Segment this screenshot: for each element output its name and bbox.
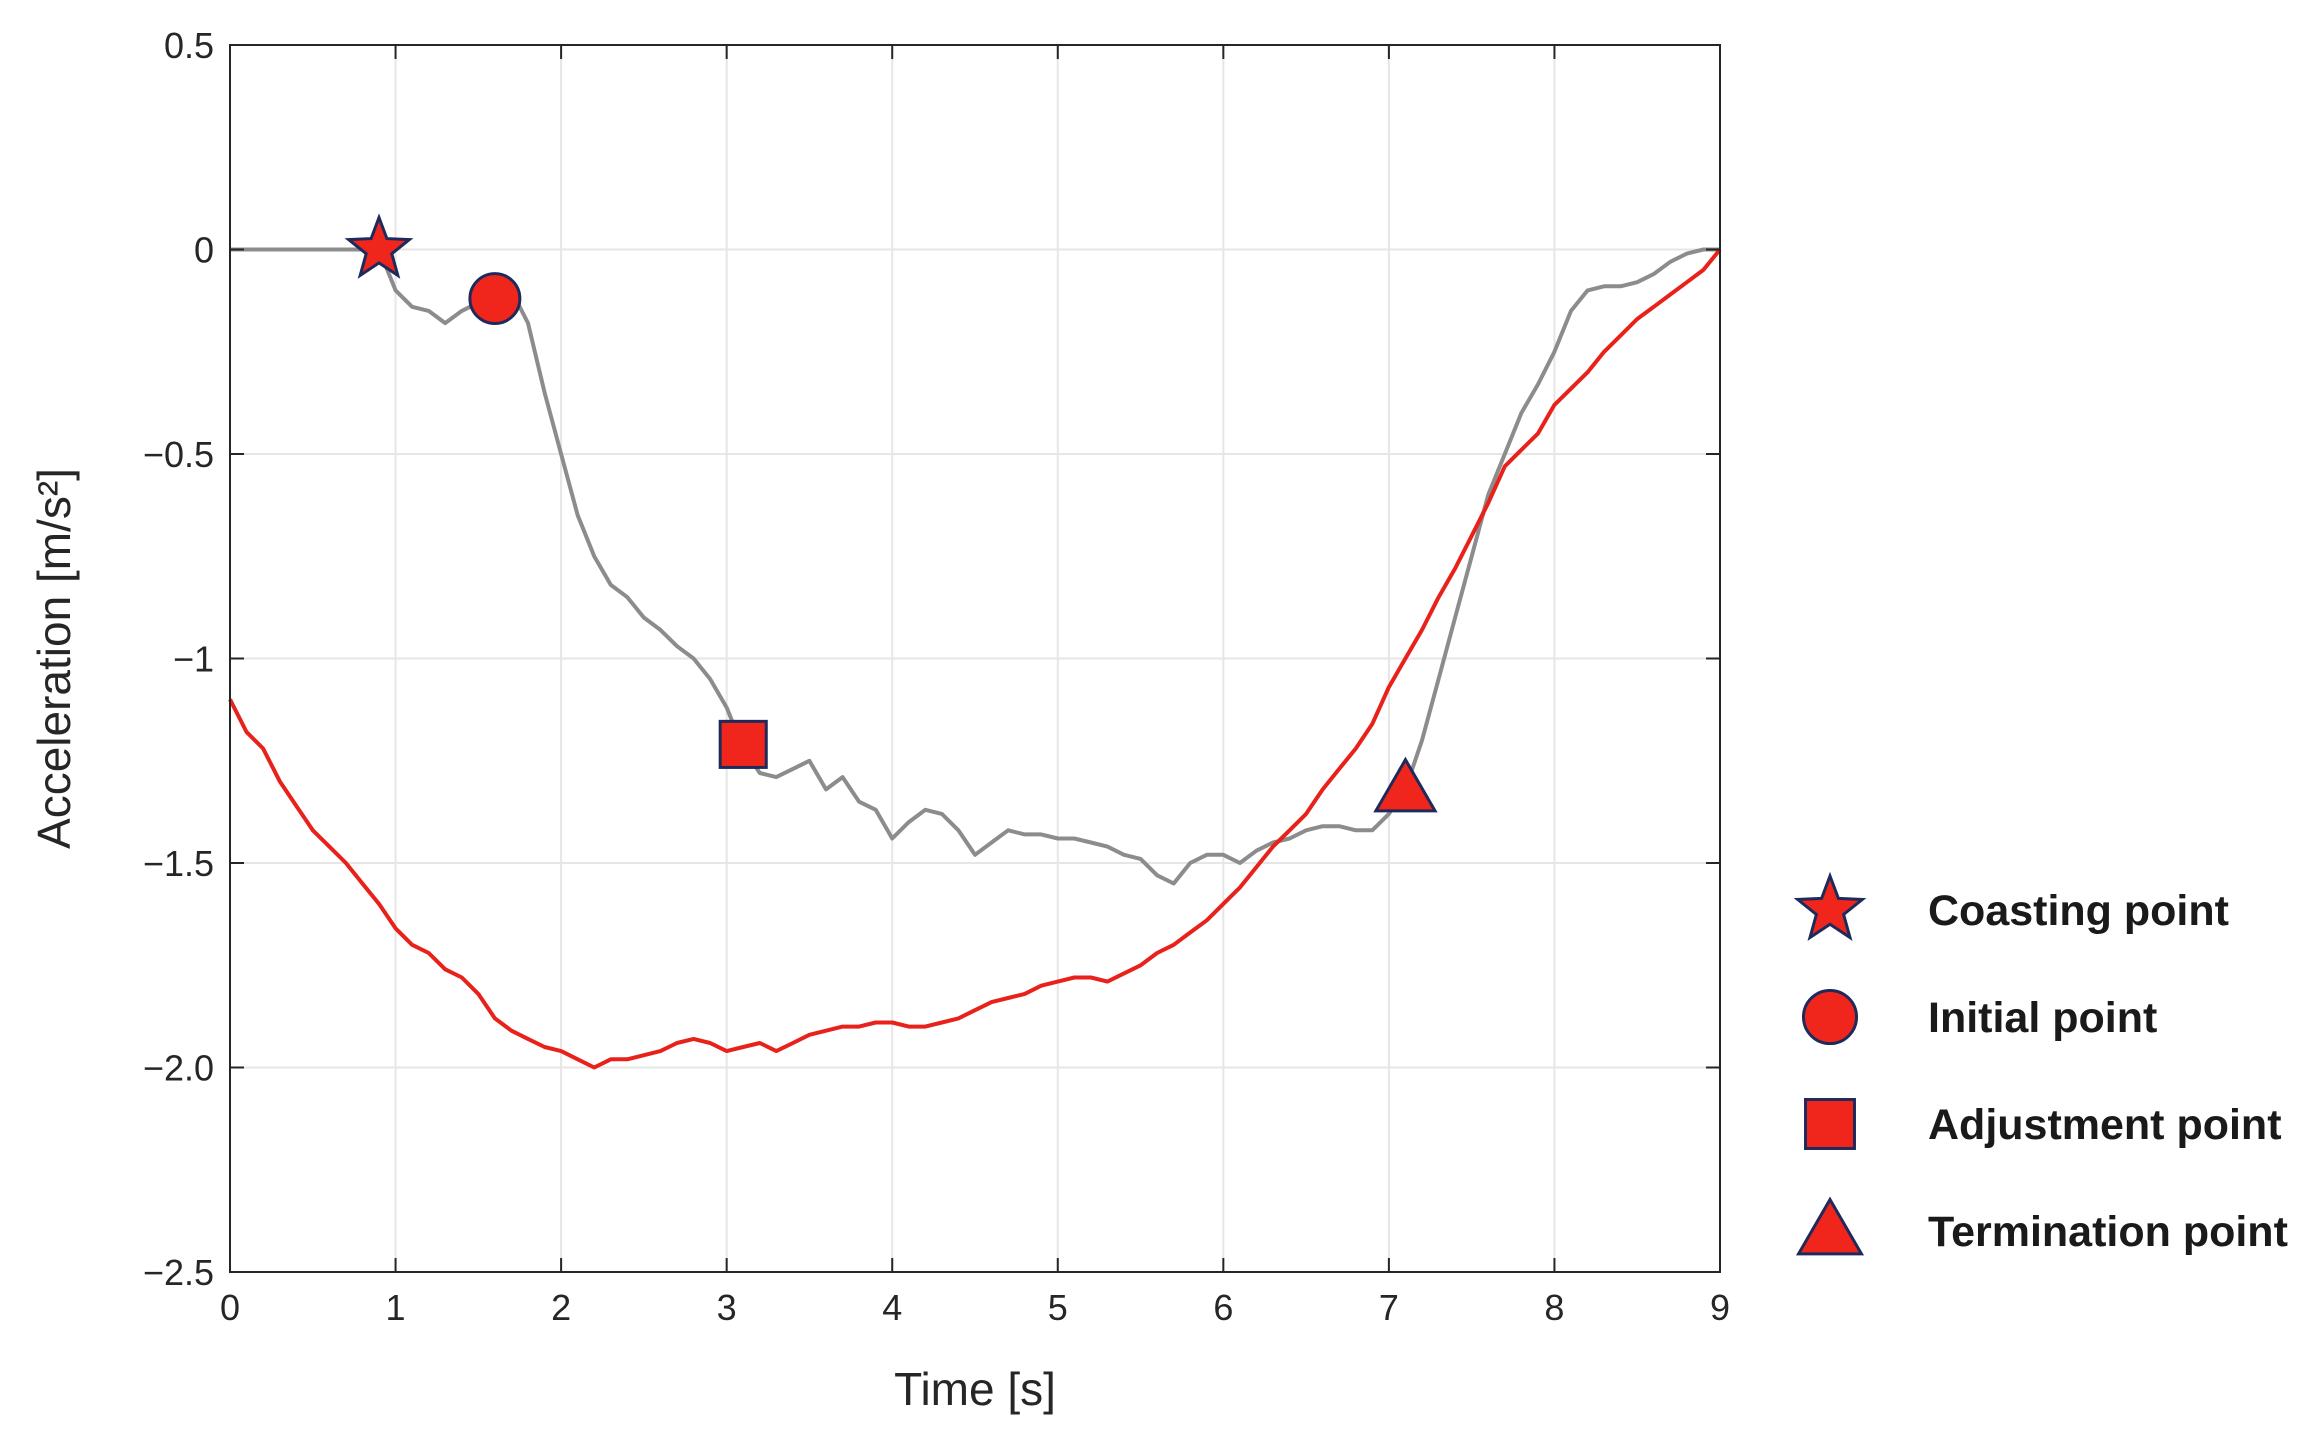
legend-label: Termination point bbox=[1928, 1208, 2288, 1256]
legend: Coasting point Initial point Adjustment po… bbox=[1793, 871, 2288, 1256]
legend-item: Coasting point bbox=[1793, 871, 2229, 941]
legend-triangle-icon bbox=[1795, 1196, 1865, 1256]
legend-label: Initial point bbox=[1928, 994, 2157, 1042]
x-tick-label: 8 bbox=[1544, 1287, 1564, 1328]
marker-layer bbox=[344, 213, 1438, 813]
x-tick-label: 2 bbox=[551, 1287, 571, 1328]
x-axis-label: Time [s] bbox=[894, 1363, 1056, 1415]
x-tick-label: 5 bbox=[1048, 1287, 1068, 1328]
y-tick-label: 0.5 bbox=[164, 25, 214, 66]
legend-label: Coasting point bbox=[1928, 887, 2229, 935]
series-line-2 bbox=[228, 248, 1722, 1070]
legend-item: Initial point bbox=[1801, 988, 2157, 1046]
x-tick-label: 0 bbox=[220, 1287, 240, 1328]
y-tick-label: −2.0 bbox=[143, 1048, 214, 1089]
y-tick-label: −1.5 bbox=[143, 843, 214, 884]
legend-item: Termination point bbox=[1795, 1196, 2288, 1256]
y-tick-label: −2.5 bbox=[143, 1252, 214, 1293]
legend-label: Adjustment point bbox=[1928, 1101, 2282, 1149]
square-marker bbox=[718, 719, 768, 769]
x-tick-label: 7 bbox=[1379, 1287, 1399, 1328]
circle-marker bbox=[468, 272, 522, 326]
star-marker bbox=[344, 213, 414, 279]
x-tick-label: 1 bbox=[386, 1287, 406, 1328]
y-axis-label: Acceleration [m/s²] bbox=[28, 468, 80, 849]
y-tick-label: −0.5 bbox=[143, 434, 214, 475]
legend-star-icon bbox=[1793, 871, 1867, 941]
series-line-1 bbox=[230, 247, 1720, 886]
x-tick-label: 6 bbox=[1213, 1287, 1233, 1328]
legend-square-icon bbox=[1804, 1098, 1856, 1150]
x-tick-label: 4 bbox=[882, 1287, 902, 1328]
tick-layer: 0 1 2 3 4 5 6 7 8 9 0.5 0 −0.5 −1 −1.5 −2.0 −2.5 bbox=[143, 25, 1730, 1328]
legend-circle-icon bbox=[1801, 988, 1859, 1046]
series-layer bbox=[228, 247, 1722, 1070]
x-tick-label: 9 bbox=[1710, 1287, 1730, 1328]
y-tick-label: 0 bbox=[194, 230, 214, 271]
triangle-marker bbox=[1373, 756, 1438, 813]
legend-item: Adjustment point bbox=[1804, 1098, 2282, 1150]
y-tick-label: −1 bbox=[173, 639, 214, 680]
x-tick-label: 3 bbox=[717, 1287, 737, 1328]
